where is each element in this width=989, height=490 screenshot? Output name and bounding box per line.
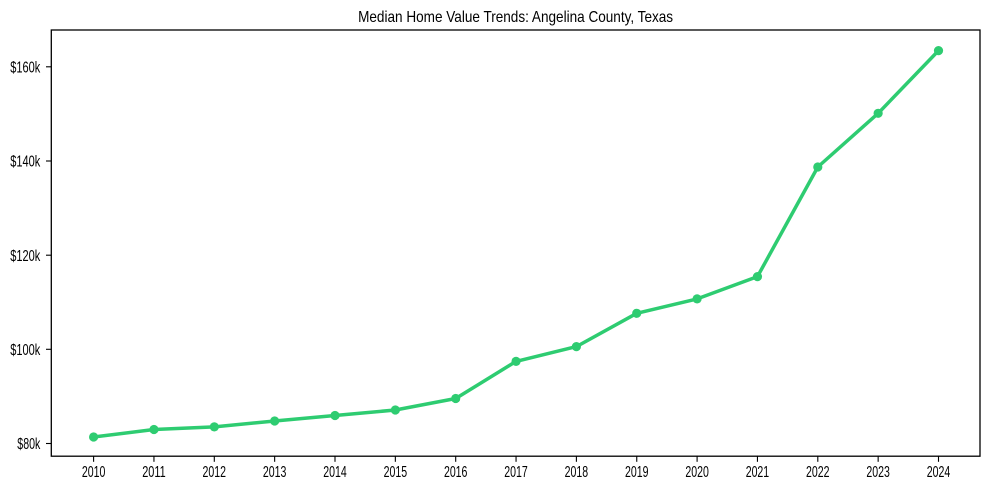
svg-text:2011: 2011 [142, 464, 166, 481]
svg-text:2010: 2010 [82, 464, 106, 481]
svg-text:$120k: $120k [10, 248, 40, 265]
svg-text:2018: 2018 [565, 464, 589, 481]
svg-text:$100k: $100k [10, 342, 40, 359]
svg-text:$160k: $160k [10, 60, 40, 77]
svg-text:$140k: $140k [10, 154, 40, 171]
svg-text:2012: 2012 [203, 464, 227, 481]
svg-text:2019: 2019 [625, 464, 649, 481]
svg-text:2021: 2021 [746, 464, 770, 481]
svg-text:2014: 2014 [323, 464, 347, 481]
svg-text:2022: 2022 [806, 464, 830, 481]
svg-text:$80k: $80k [17, 436, 40, 453]
svg-text:2017: 2017 [504, 464, 528, 481]
svg-text:2015: 2015 [384, 464, 408, 481]
svg-text:Median Home Value Trends: Ange: Median Home Value Trends: Angelina Count… [358, 9, 673, 26]
svg-text:2013: 2013 [263, 464, 287, 481]
svg-text:2016: 2016 [444, 464, 468, 481]
svg-text:2024: 2024 [927, 464, 951, 481]
svg-text:2020: 2020 [685, 464, 709, 481]
svg-text:2023: 2023 [866, 464, 890, 481]
